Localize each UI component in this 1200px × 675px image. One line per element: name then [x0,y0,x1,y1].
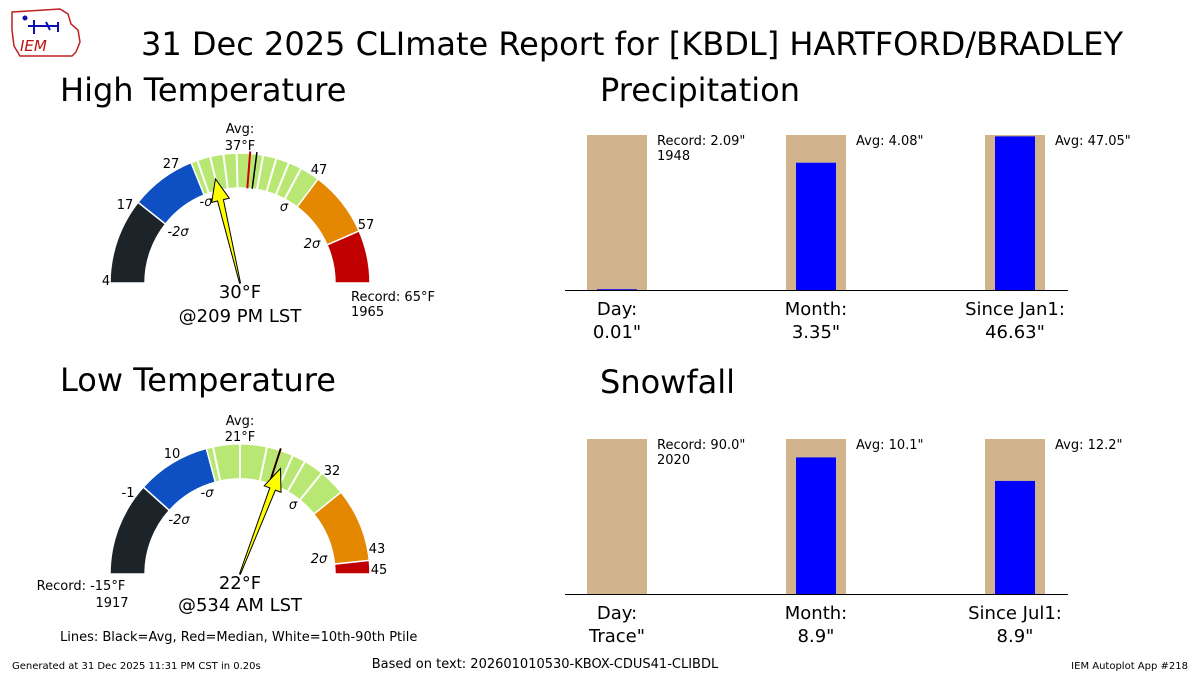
high-temp-title: High Temperature [60,71,346,109]
percentile-line [196,159,210,194]
legend-note: Lines: Black=Avg, Red=Median, White=10th… [60,630,417,645]
observed-bar [796,162,836,290]
record-year: 1917 [95,596,128,611]
observed-value: 22°F [219,573,261,594]
band-label: 4 [102,274,110,289]
observed-label: 8.9" [798,626,835,647]
normal-bar [587,135,647,290]
low-temp-title: Low Temperature [60,361,336,399]
category-label: Since Jan1: [965,299,1065,320]
band-label: 10 [164,447,181,462]
high-temp-gauge: 4 17 27 47 57 -2σ -σ σ 2σ Avg: 37°F 30°F @209 P… [102,122,435,327]
sigma-label: -2σ [167,225,189,240]
category-label: Month: [785,299,847,320]
observed-label: 8.9" [997,626,1034,647]
percentile-line [274,162,290,196]
band-label: 27 [163,157,180,172]
weather-station-dot-icon [22,15,28,21]
observed-bar [995,136,1035,290]
sigma-label: σ [289,498,298,513]
median-line [246,151,252,189]
observed-bar [796,457,836,594]
category-label: Day: [597,299,637,320]
band-label: 57 [358,218,375,233]
percentile-line [211,446,222,482]
normal-label: Avg: 10.1" [856,438,924,453]
percentile-line [256,154,265,190]
avg-value-label: 37°F [225,139,256,154]
page-title: 31 Dec 2025 CLImate Report for [KBDL] HA… [141,25,1123,63]
sigma-label: -σ [201,486,215,501]
footer-source: Based on text: 202601010530-KBOX-CDUS41-… [372,657,719,672]
record-year: 1948 [657,149,690,164]
low-temp-gauge: -1 10 32 43 45 -2σ -σ σ 2σ Avg: 21°F 22°F @534 … [37,414,388,616]
record-label: Record: -15°F [37,579,126,594]
percentile-line [286,460,306,493]
iowa-outline-icon [11,8,81,57]
record-year: 1965 [351,305,384,320]
observed-value: 30°F [219,282,261,303]
sigma-label: -σ [200,195,214,210]
snow-bar-chart: Record: 90.0"2020 Day:Trace" Avg: 10.1" Mon… [565,438,1123,647]
category-label: Since Jul1: [968,603,1062,624]
observed-label: 46.63" [985,322,1045,343]
snow-title: Snowfall [600,363,735,401]
precip-bar-chart: Record: 2.09"1948 Day:0.01" Avg: 4.08" Mont… [565,134,1131,343]
observed-time: @534 AM LST [178,595,303,616]
observed-bar [995,480,1035,594]
normal-label: Avg: 4.08" [856,134,924,149]
observed-needle [238,467,282,575]
avg-label: Avg: [226,122,254,137]
band-label: 45 [371,563,388,578]
logo-text: IEM [20,37,47,55]
observed-needle [211,177,242,284]
normal-label: Record: 90.0" [657,438,745,453]
avg-value-label: 21°F [225,430,256,445]
sigma-label: -2σ [168,513,190,528]
band-label: 47 [311,163,328,178]
band-label: -1 [122,486,135,501]
sigma-label: σ [280,200,289,215]
iem-logo: IEM [11,8,81,57]
percentile-line [222,153,229,189]
observed-time: @209 PM LST [179,306,303,327]
normal-label: Avg: 47.05" [1055,134,1131,149]
observed-bar [597,289,637,290]
band-label: 43 [369,542,386,557]
gauge-band-above-2sigma [333,559,371,575]
normal-label: Record: 2.09" [657,134,745,149]
precip-title: Precipitation [600,71,800,109]
percentile-line [283,167,302,200]
percentile-line [258,446,269,482]
normal-bar [587,439,647,594]
category-label: Day: [597,603,637,624]
footer-generated: Generated at 31 Dec 2025 11:31 PM CST in… [12,661,261,672]
sigma-label: 2σ [311,552,328,567]
record-year: 2020 [657,453,690,468]
avg-line [251,151,258,189]
percentile-line [265,157,278,193]
percentile-line [299,472,323,501]
gauge-band-above-2sigma [326,229,371,284]
percentile-line [235,153,239,189]
band-label: 32 [324,464,341,479]
observed-label: 3.35" [792,322,840,343]
category-label: Month: [785,603,847,624]
observed-label: Trace" [588,626,645,647]
record-label: Record: 65°F [351,290,435,305]
observed-label: 0.01" [593,322,641,343]
normal-label: Avg: 12.2" [1055,438,1123,453]
footer-app: IEM Autoplot App #218 [1071,661,1188,672]
weather-station-icon [28,20,59,34]
sigma-label: 2σ [304,237,321,252]
avg-label: Avg: [226,414,254,429]
band-label: 17 [117,198,134,213]
